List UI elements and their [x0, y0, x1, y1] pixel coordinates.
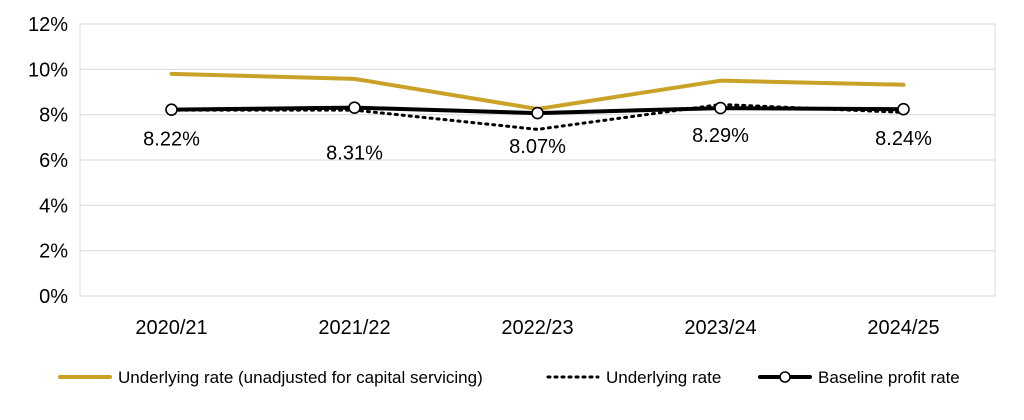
x-tick-label: 2020/21 — [135, 317, 207, 339]
y-tick-label: 10% — [28, 59, 68, 81]
y-tick-label: 12% — [28, 14, 68, 36]
x-tick-label: 2024/25 — [867, 317, 939, 339]
data-label: 8.29% — [692, 125, 749, 147]
data-label: 8.24% — [875, 128, 932, 150]
y-tick-label: 2% — [39, 241, 68, 263]
y-tick-label: 6% — [39, 150, 68, 172]
legend-item-1: Underlying rate (unadjusted for capital … — [58, 368, 483, 387]
baseline-marker — [348, 101, 361, 114]
legend-item-3: Baseline profit rate — [758, 368, 960, 387]
x-tick-label: 2023/24 — [684, 317, 756, 339]
legend-marker — [779, 371, 791, 383]
x-tick-label: 2022/23 — [501, 317, 573, 339]
y-tick-label: 8% — [39, 105, 68, 127]
baseline-marker — [531, 106, 544, 120]
y-tick-label: 4% — [39, 195, 68, 217]
data-label: 8.31% — [326, 143, 383, 165]
legend-label: Baseline profit rate — [818, 368, 960, 387]
x-tick-label: 2021/22 — [318, 317, 390, 339]
data-label: 8.22% — [143, 129, 200, 151]
y-tick-label: 0% — [39, 286, 68, 308]
baseline-marker — [897, 102, 910, 116]
baseline-marker — [165, 103, 178, 116]
data-label: 8.07% — [509, 136, 566, 158]
baseline-marker — [714, 101, 727, 115]
legend-label: Underlying rate — [606, 368, 721, 387]
legend-item-2: Underlying rate — [546, 368, 721, 387]
legend-label: Underlying rate (unadjusted for capital … — [118, 368, 483, 387]
